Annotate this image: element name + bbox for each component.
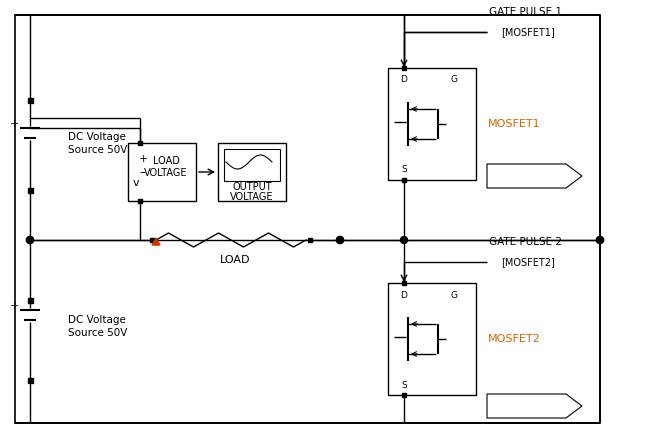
Text: +: + xyxy=(9,301,19,311)
Bar xyxy=(27,378,32,382)
Circle shape xyxy=(597,237,603,244)
Polygon shape xyxy=(152,238,160,245)
Bar xyxy=(402,66,406,70)
Bar xyxy=(138,199,142,203)
Text: –: – xyxy=(140,166,146,180)
Bar xyxy=(128,143,196,201)
Bar xyxy=(308,238,312,242)
Text: OUTPUT: OUTPUT xyxy=(232,182,272,192)
Bar xyxy=(402,281,406,285)
Bar xyxy=(388,68,476,180)
Circle shape xyxy=(337,237,343,244)
Text: Source 50V: Source 50V xyxy=(68,328,127,338)
Bar xyxy=(27,297,32,303)
Text: DC Voltage: DC Voltage xyxy=(68,315,126,325)
Circle shape xyxy=(400,237,408,244)
Text: G: G xyxy=(450,290,458,300)
Circle shape xyxy=(597,237,603,244)
Text: Source 50V: Source 50V xyxy=(68,145,127,155)
Text: DC Voltage: DC Voltage xyxy=(68,132,126,142)
Circle shape xyxy=(27,237,34,244)
Text: MOSFET2: MOSFET2 xyxy=(488,334,540,344)
Text: G: G xyxy=(450,75,458,85)
Text: D: D xyxy=(400,75,408,85)
Text: [MOSFET2]: [MOSFET2] xyxy=(501,257,555,267)
Bar xyxy=(218,143,286,201)
Bar xyxy=(224,149,280,181)
Bar xyxy=(388,283,476,395)
Text: D: D xyxy=(400,290,408,300)
Text: LOAD: LOAD xyxy=(220,255,250,265)
Circle shape xyxy=(27,237,34,244)
Text: VOLTAGE: VOLTAGE xyxy=(230,192,274,202)
Bar xyxy=(402,178,406,182)
Bar xyxy=(138,141,142,145)
Text: GATE PULSE 1: GATE PULSE 1 xyxy=(489,7,562,17)
Bar xyxy=(150,238,154,242)
Text: S: S xyxy=(401,166,407,174)
Text: MOSFET1: MOSFET1 xyxy=(488,119,540,129)
Circle shape xyxy=(337,237,343,244)
Text: S: S xyxy=(401,381,407,389)
Text: GATE PULSE 2: GATE PULSE 2 xyxy=(489,237,562,247)
Text: +: + xyxy=(9,119,19,129)
Bar xyxy=(402,393,406,397)
Polygon shape xyxy=(394,122,406,132)
Text: LOAD: LOAD xyxy=(153,156,179,166)
Text: +: + xyxy=(138,154,148,164)
Bar xyxy=(27,187,32,192)
Text: VOLTAGE: VOLTAGE xyxy=(144,168,188,178)
Bar xyxy=(27,98,32,102)
Polygon shape xyxy=(394,337,406,347)
Text: v: v xyxy=(133,178,139,188)
Text: [MOSFET1]: [MOSFET1] xyxy=(501,27,555,37)
